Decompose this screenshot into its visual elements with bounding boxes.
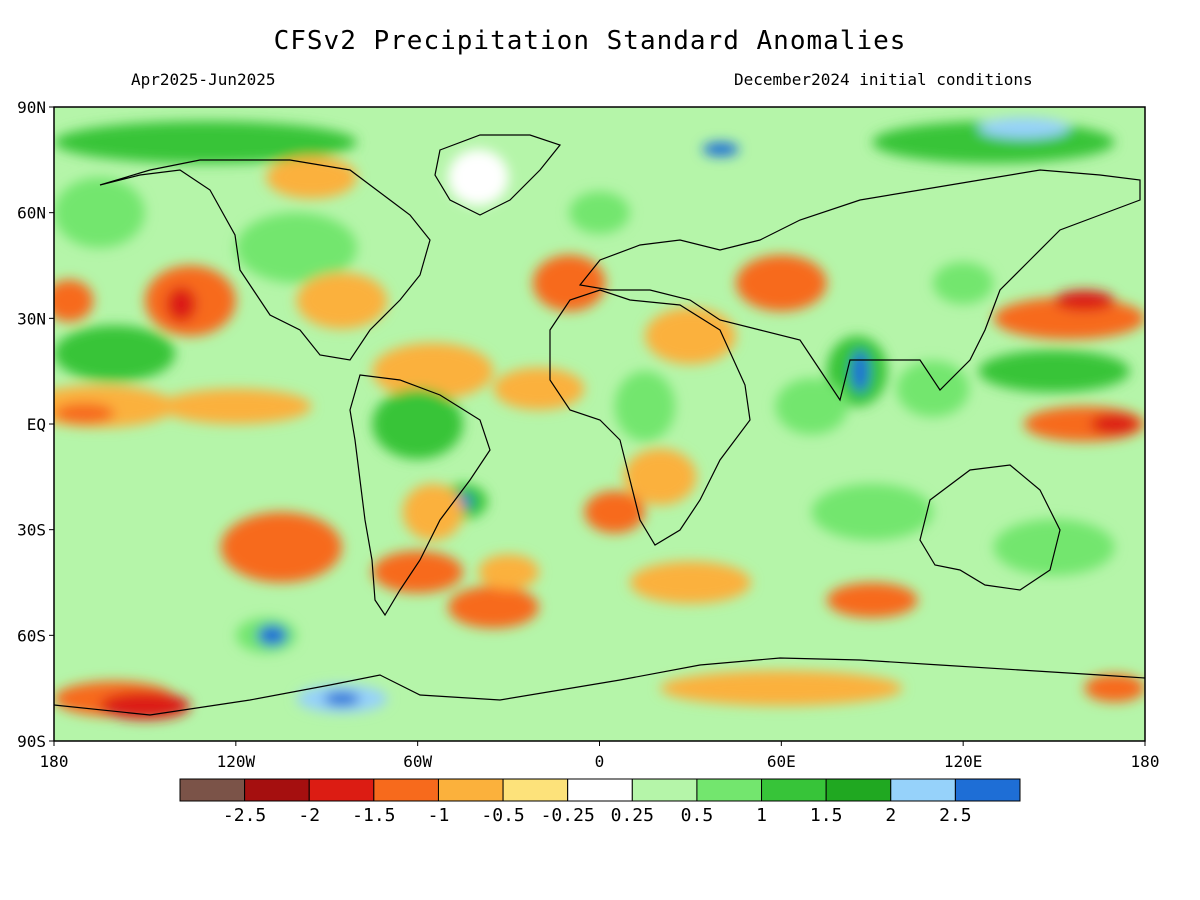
anomaly-region: [735, 254, 827, 312]
anomaly-region: [614, 371, 676, 442]
anomaly-region: [402, 483, 464, 541]
anomaly-region: [775, 378, 849, 435]
anomaly-region: [54, 402, 115, 424]
anomaly-region: [54, 177, 145, 248]
anomaly-region: [629, 561, 752, 604]
colorbar-swatch: [244, 778, 310, 802]
colorbar-label: -1.5: [352, 805, 395, 826]
anomaly-region: [993, 519, 1115, 576]
coastline-greenland: [434, 134, 562, 216]
anomaly-region: [372, 550, 464, 594]
anomaly-region: [257, 624, 288, 646]
lat-tick-label: 30S: [17, 521, 46, 540]
anomaly-region: [99, 691, 191, 720]
anomaly-region: [493, 367, 585, 410]
lon-tick-label: 60W: [403, 752, 432, 771]
anomaly-region: [932, 261, 994, 305]
lat-tick-label: 30N: [17, 309, 46, 328]
anomaly-region: [978, 117, 1070, 139]
anomaly-region: [702, 142, 739, 157]
colorbar-label: 1: [756, 805, 767, 826]
anomaly-region: [623, 448, 697, 506]
anomaly-region: [644, 307, 736, 365]
colorbar-swatch: [825, 778, 892, 802]
coastline-australia: [919, 464, 1061, 591]
anomaly-region: [54, 325, 176, 382]
anomaly-region: [478, 554, 539, 590]
colorbar-swatch: [179, 778, 246, 802]
anomaly-region: [896, 360, 970, 417]
anomaly-region: [584, 490, 645, 534]
lon-tick-label: 180: [40, 752, 69, 771]
anomaly-region: [54, 121, 358, 164]
colorbar-label: -2: [298, 805, 320, 826]
lat-tick-label: EQ: [27, 415, 46, 434]
colorbar-label: 0.25: [611, 805, 654, 826]
colorbar-label: 1.5: [810, 805, 843, 826]
colorbar-swatch: [502, 778, 569, 802]
anomaly-region: [447, 149, 509, 206]
latitude-axis: 90N 60N 30N EQ 30S 60S 90S: [17, 98, 54, 751]
colorbar-label: -1: [428, 805, 450, 826]
anomaly-region: [372, 342, 494, 400]
anomaly-region: [323, 691, 361, 706]
colorbar-label: -0.25: [541, 805, 595, 826]
lat-tick-label: 60S: [17, 626, 46, 645]
anomaly-region: [372, 388, 464, 460]
anomaly-region: [811, 483, 933, 541]
lon-tick-label: 120W: [217, 752, 256, 771]
anomaly-region: [993, 297, 1145, 340]
colorbar-swatch: [696, 778, 763, 802]
lat-tick-label: 90S: [17, 732, 46, 751]
anomaly-region: [1054, 290, 1115, 312]
coastline-eurasia-africa: [549, 169, 1141, 546]
anomaly-layer: [54, 117, 1145, 720]
colorbar-swatch: [761, 778, 827, 802]
anomaly-region: [978, 350, 1130, 393]
forecast-period: Apr2025-Jun2025: [131, 70, 276, 89]
colorbar-swatch: [954, 778, 1021, 802]
anomaly-region: [160, 388, 312, 424]
coastline-antarctica: [54, 657, 1145, 716]
colorbar-swatch: [308, 778, 375, 802]
anomaly-region: [235, 212, 358, 284]
lon-tick-label: 120E: [944, 752, 983, 771]
coastline-south-america: [349, 374, 491, 617]
anomaly-region: [826, 582, 918, 618]
colorbar-swatch: [373, 778, 439, 802]
colorbar-label: -2.5: [223, 805, 266, 826]
anomaly-region: [447, 586, 539, 629]
anomaly-region: [54, 279, 94, 322]
lon-tick-label: 60E: [767, 752, 796, 771]
anomaly-region: [1090, 413, 1139, 435]
lat-tick-label: 90N: [17, 98, 46, 117]
colorbar-swatch: [567, 778, 633, 802]
colorbar-swatch: [631, 778, 698, 802]
anomaly-region: [220, 512, 342, 583]
anomaly-region: [569, 191, 630, 234]
colorbar: -2.5 -2 -1.5 -1 -0.5 -0.25 0.25 0.5 1 1.5 2 2.5: [179, 778, 1021, 826]
anomaly-region: [532, 254, 606, 312]
page-title: CFSv2 Precipitation Standard Anomalies: [273, 26, 907, 56]
anomaly-region: [266, 156, 358, 199]
initial-conditions: December2024 initial conditions: [734, 70, 1033, 89]
anomaly-region: [851, 350, 870, 393]
anomaly-region: [1084, 674, 1145, 703]
colorbar-label: 0.5: [681, 805, 714, 826]
longitude-axis: 180 120W 60W 0 60E 120E 180: [40, 741, 1160, 771]
anomaly-region: [296, 272, 388, 329]
anomaly-region: [166, 286, 197, 322]
lat-tick-label: 60N: [17, 204, 46, 223]
colorbar-label: 2: [885, 805, 896, 826]
colorbar-label: 2.5: [939, 805, 972, 826]
colorbar-label: -0.5: [481, 805, 524, 826]
anomaly-region: [660, 670, 903, 706]
colorbar-swatch: [437, 778, 504, 802]
coastline-north-america: [99, 159, 431, 361]
lon-tick-label: 180: [1131, 752, 1160, 771]
lon-tick-label: 0: [595, 752, 605, 771]
coastlines: [54, 134, 1145, 716]
colorbar-swatch: [890, 778, 956, 802]
